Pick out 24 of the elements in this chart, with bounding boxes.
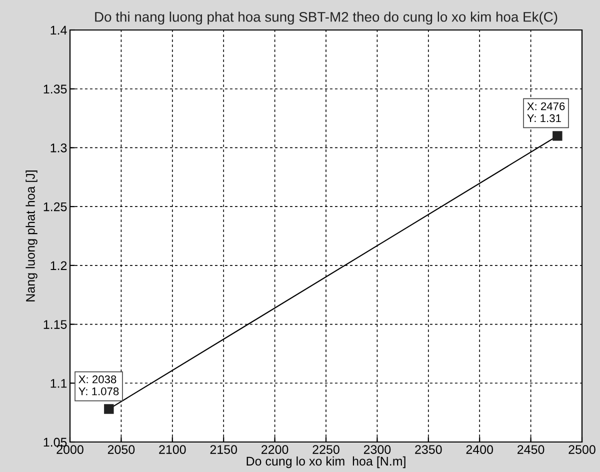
- y-tick-label: 1.35: [44, 84, 67, 94]
- x-tick-label: 2300: [364, 445, 391, 454]
- y-tick-label: 1.1: [50, 379, 67, 388]
- x-tick-label: 2000: [56, 445, 84, 454]
- y-tick-label: 1.2: [50, 261, 67, 270]
- y-tick-label: 1.05: [44, 438, 67, 447]
- x-tick-label: 2250: [312, 445, 340, 454]
- x-tick-label: 2350: [415, 445, 442, 454]
- x-tick-label: 2450: [518, 445, 544, 454]
- x-tick-label: 2200: [262, 445, 288, 454]
- y-tick-label: 1.15: [44, 320, 67, 329]
- x-tick-label: 2150: [210, 445, 238, 454]
- x-tick-label: 2050: [108, 445, 135, 454]
- annotation: X: 2476 Y: 1.31: [527, 102, 565, 122]
- y-tick-label: 1.4: [50, 26, 67, 35]
- y-axis-title: Nang luong phat hoa [J]: [26, 170, 38, 302]
- x-tick-label: 2400: [466, 445, 494, 454]
- y-tick-label: 1.25: [44, 202, 67, 212]
- x-tick-label: 2500: [568, 445, 596, 454]
- y-tick-label: 1.3: [50, 144, 67, 152]
- x-tick-label: 2100: [159, 445, 186, 454]
- chart-title: Do thi nang luong phat hoa sung SBT-M2 theo do cung lo xo kim hoa Ek(C): [95, 12, 558, 25]
- x-axis-title: Do cung lo xo kim hoa [N.m]: [246, 456, 406, 468]
- annotation: X: 2038 Y: 1.078: [78, 375, 119, 396]
